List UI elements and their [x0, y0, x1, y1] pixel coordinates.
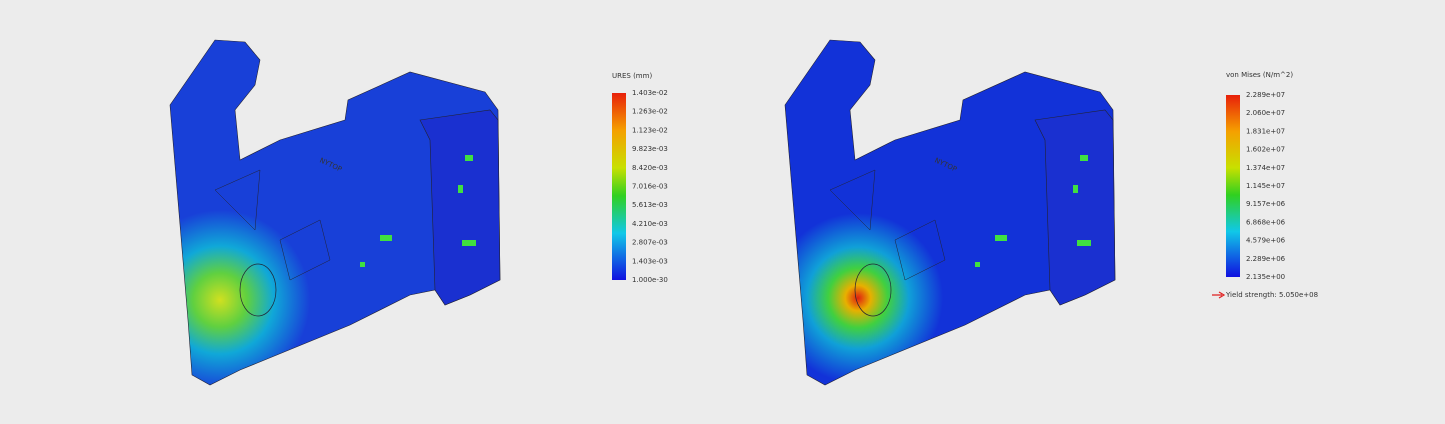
legend-label: 5.613e-03	[632, 201, 668, 209]
legend-label: 9.157e+06	[1246, 200, 1286, 208]
legend-label: 1.831e+07	[1246, 127, 1285, 135]
legend-label: 1.403e-03	[632, 257, 668, 265]
legend-label: 1.123e-02	[632, 126, 668, 134]
color-bar	[1226, 95, 1240, 277]
legend-label: 1.403e-02	[632, 89, 668, 97]
legend-label: 8.420e-03	[632, 164, 668, 172]
legend-title: von Mises (N/m^2)	[1226, 71, 1293, 79]
yield-arrow	[1212, 291, 1226, 299]
legend-label: 2.135e+00	[1246, 273, 1285, 281]
legend-label: 1.145e+07	[1246, 182, 1285, 190]
legend-label: 1.000e-30	[632, 276, 668, 284]
legend-label: 1.263e-02	[632, 108, 668, 116]
legend-label: 2.807e-03	[632, 239, 668, 247]
yield-strength: Yield strength: 5.050e+08	[1225, 291, 1318, 299]
legend-label: 1.374e+07	[1246, 164, 1285, 172]
part-left: NYTOP	[169, 39, 501, 386]
legend-label: 7.016e-03	[632, 183, 668, 191]
legend-label: 9.823e-03	[632, 145, 668, 153]
legend-label: 4.579e+06	[1246, 237, 1286, 245]
legend-title: URES (mm)	[612, 72, 652, 80]
legend-label: 1.602e+07	[1246, 146, 1285, 154]
legend-label: 2.289e+07	[1246, 91, 1285, 99]
legend-label: 6.868e+06	[1246, 218, 1286, 226]
legend-label: 2.060e+07	[1246, 109, 1285, 117]
legend-label: 2.289e+06	[1246, 255, 1286, 263]
legend-label: 4.210e-03	[632, 220, 668, 228]
part-right: NYTOP	[784, 39, 1116, 386]
color-bar	[612, 93, 626, 280]
